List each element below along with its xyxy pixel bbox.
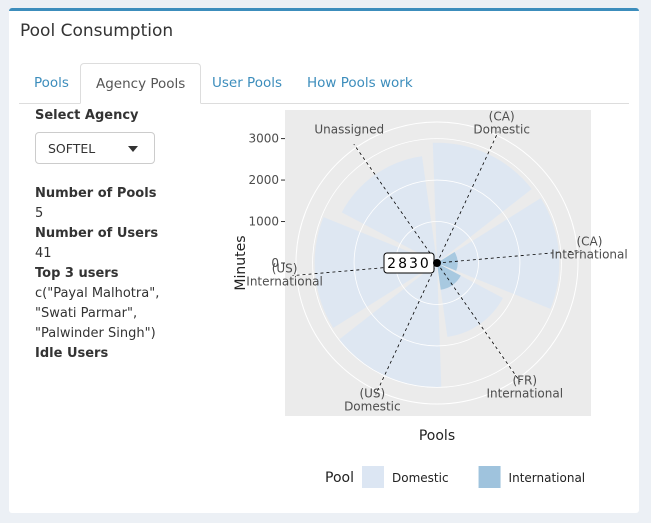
- legend-label: International: [509, 471, 586, 485]
- category-label: (CA) Domestic: [473, 109, 530, 136]
- guide-line: [436, 262, 521, 383]
- tab[interactable]: Agency Pools: [80, 63, 202, 104]
- wedge: [437, 263, 461, 290]
- field-label: Top 3 users: [35, 266, 119, 281]
- panel-title: Pool Consumption: [20, 21, 174, 41]
- tab-bar: Pools Agency Pools User Pools How Pools wor…: [19, 63, 629, 104]
- tab[interactable]: User Pools: [212, 75, 283, 91]
- tab[interactable]: How Pools work: [307, 75, 413, 91]
- select-label: Select Agency: [35, 108, 139, 123]
- guide-line: [375, 262, 438, 395]
- y-tick-label: 2000: [248, 173, 279, 187]
- wedge: [314, 217, 437, 328]
- x-axis-title: Pools: [419, 428, 455, 444]
- field-label: Number of Pools: [35, 186, 157, 201]
- field-label: Idle Users: [35, 346, 109, 361]
- field-value: "Palwinder Singh"): [35, 326, 156, 341]
- agency-select[interactable]: SOFTEL: [35, 132, 155, 164]
- field-value: c("Payal Malhotra",: [35, 286, 160, 301]
- category-label: (FR) International: [486, 373, 563, 400]
- wedge: [432, 142, 532, 263]
- legend-swatch: [478, 466, 501, 488]
- tab[interactable]: Pools: [34, 75, 69, 91]
- category-label: (US) Domestic: [344, 387, 401, 414]
- legend-label: Domestic: [392, 471, 449, 485]
- y-tick-label: 1000: [248, 215, 279, 229]
- field-value: "Swati Parmar",: [35, 306, 138, 321]
- guide-line: [436, 131, 499, 264]
- info-fields: Number of Pools 5 Number of Users 41 Top 3 u…: [35, 184, 159, 364]
- guide-line: [353, 143, 438, 264]
- y-axis-title: Minutes: [233, 235, 249, 290]
- wedge: [437, 198, 560, 309]
- wedge: [437, 252, 458, 271]
- legend-swatch: [362, 466, 384, 488]
- sidebar: Select Agency SOFTEL Number of Pools 5 Num…: [35, 106, 159, 364]
- center-dot: [433, 259, 441, 267]
- grid-ring: [353, 179, 521, 347]
- wedge: [338, 263, 442, 388]
- y-tick-label: 0: [271, 256, 279, 270]
- outer-ring: [295, 121, 579, 405]
- legend-title: Pool: [325, 470, 354, 486]
- y-tick-label: 3000: [248, 132, 279, 146]
- annotation: 2830: [387, 256, 431, 272]
- grid-ring: [312, 138, 562, 388]
- category-label: (CA) International: [551, 235, 628, 262]
- category-label: Unassigned: [314, 123, 384, 137]
- field-value: 5: [35, 206, 44, 221]
- guide-line: [436, 249, 582, 264]
- field-label: Number of Users: [35, 226, 159, 241]
- field-value: 41: [35, 246, 52, 261]
- category-label: (US) International: [246, 261, 323, 288]
- wedge: [341, 156, 437, 263]
